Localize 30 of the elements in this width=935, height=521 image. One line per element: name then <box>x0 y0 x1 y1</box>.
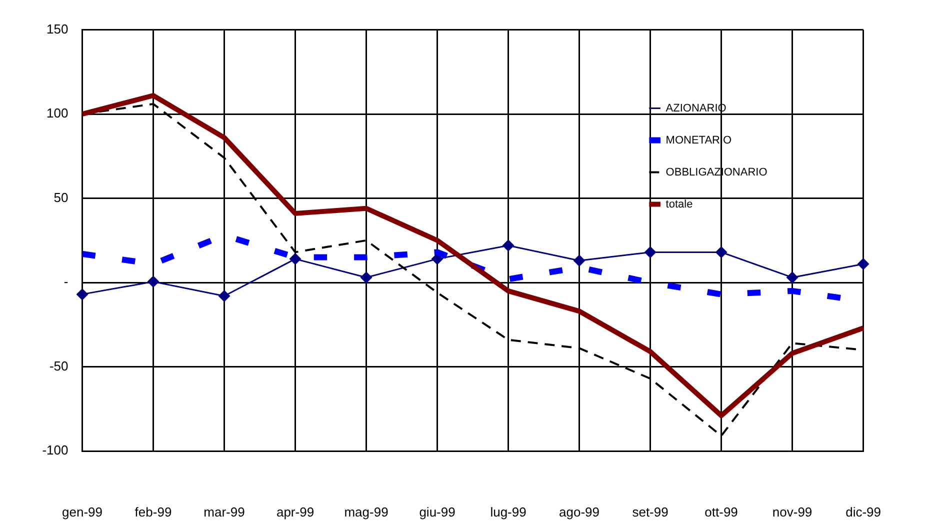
x-tick-label: nov-99 <box>772 504 812 520</box>
y-tick-label: - <box>64 274 68 290</box>
point <box>289 252 302 265</box>
x-tick-label: set-99 <box>632 504 668 520</box>
y-tick-label: -50 <box>49 358 68 374</box>
x-tick-label: lug-99 <box>490 504 526 520</box>
x-tick-label: feb-99 <box>134 504 172 520</box>
point <box>857 258 870 270</box>
x-tick-label: gen-99 <box>62 504 102 520</box>
y-tick-label: -100 <box>42 442 68 458</box>
point <box>502 239 514 252</box>
legend-label: totale <box>666 198 693 210</box>
x-tick-label: mar-99 <box>204 504 245 520</box>
x-tick-label: dic-99 <box>846 504 882 520</box>
point <box>644 246 656 258</box>
point <box>573 254 586 267</box>
y-tick-label: 50 <box>54 190 68 205</box>
point <box>147 276 160 288</box>
y-tick-label: 100 <box>46 106 68 121</box>
x-tick-label: ott-99 <box>704 504 738 520</box>
point <box>218 290 230 302</box>
x-tick-label: apr-99 <box>276 504 314 520</box>
x-tick-label: mag-99 <box>344 504 388 520</box>
point <box>360 271 372 284</box>
x-tick-label: giu-99 <box>419 504 456 520</box>
x-tick-label: ago-99 <box>559 504 600 520</box>
point <box>786 271 798 284</box>
y-tick-label: 150 <box>46 21 68 36</box>
point <box>76 288 88 300</box>
point <box>715 246 728 258</box>
